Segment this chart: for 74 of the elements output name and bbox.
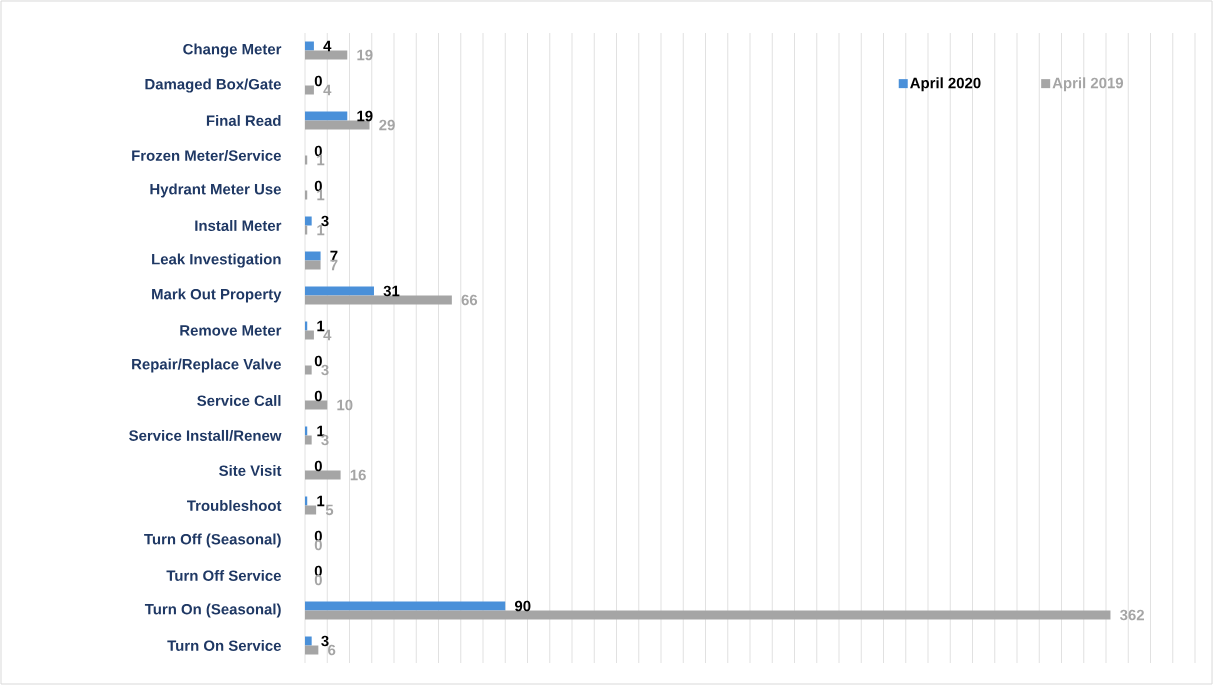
y-tick-label: Turn On (Seasonal) — [144, 603, 281, 618]
bar — [305, 426, 308, 436]
bar — [305, 155, 308, 165]
data-label: 19 — [357, 49, 373, 61]
data-label: 362 — [1120, 609, 1144, 621]
bar — [305, 85, 314, 95]
legend-label: April 2020 — [910, 77, 981, 92]
data-label: 66 — [461, 294, 478, 306]
bar — [305, 216, 312, 226]
data-label: 4 — [323, 329, 332, 341]
bar — [305, 260, 321, 270]
bar — [305, 225, 308, 235]
y-tick-label: Leak Investigation — [152, 253, 281, 268]
data-label: 19 — [357, 110, 373, 122]
y-tick-label: Change Meter — [183, 43, 282, 58]
data-label: 1 — [317, 189, 325, 201]
data-label: 6 — [328, 644, 336, 656]
data-label: 3 — [321, 364, 329, 376]
data-label: 0 — [314, 539, 322, 551]
bar — [305, 365, 312, 375]
data-label: 1 — [317, 495, 325, 507]
data-label: 16 — [350, 469, 366, 481]
bar — [305, 120, 370, 130]
data-label: 0 — [314, 145, 322, 157]
bar — [305, 505, 317, 515]
y-tick-label: Frozen Meter/Service — [132, 149, 281, 162]
bar — [305, 610, 1111, 620]
data-label: 10 — [337, 399, 353, 411]
data-label: 4 — [323, 40, 332, 52]
data-label: 1 — [317, 154, 325, 166]
data-label: 31 — [383, 285, 400, 297]
y-tick-label: Damaged Box/Gate — [145, 78, 281, 93]
data-label: 90 — [514, 600, 531, 612]
bar — [305, 190, 308, 200]
data-label: 0 — [314, 355, 322, 367]
bar — [305, 41, 314, 51]
data-label: 0 — [314, 75, 322, 87]
data-label: 0 — [314, 180, 322, 192]
bar — [305, 496, 308, 506]
data-label: 0 — [314, 390, 322, 402]
data-label: 3 — [321, 635, 329, 647]
y-tick-label: Turn Off Service — [166, 570, 281, 581]
data-label: 29 — [379, 119, 395, 131]
y-tick-label: Final Read — [206, 115, 281, 126]
y-tick-label: Troubleshoot — [187, 500, 282, 511]
bar — [305, 645, 319, 655]
y-tick-label: Hydrant Meter Use — [150, 183, 281, 198]
y-tick-label: Service Install/Renew — [129, 429, 282, 442]
bar — [305, 50, 348, 60]
y-tick-label: Install Meter — [195, 220, 282, 231]
data-label: 4 — [323, 84, 332, 96]
data-label: 5 — [325, 504, 334, 516]
bar — [305, 111, 348, 121]
y-tick-label: Turn On Service — [167, 640, 281, 651]
data-label: 1 — [317, 320, 325, 332]
bar — [305, 470, 341, 480]
data-label: 0 — [314, 574, 322, 586]
y-tick-label: Service Call — [197, 395, 281, 406]
data-label: 0 — [314, 460, 322, 472]
bar — [305, 330, 314, 340]
bar — [305, 321, 308, 331]
y-tick-label: Repair/Replace Valve — [132, 358, 281, 373]
bar — [305, 251, 321, 261]
y-tick-label: Turn Off (Seasonal) — [144, 533, 281, 548]
y-tick-label: Site Visit — [219, 465, 282, 476]
legend-label: April 2019 — [1052, 77, 1124, 92]
bar — [305, 601, 506, 611]
bar — [305, 435, 312, 445]
bar — [305, 295, 452, 305]
bar — [305, 636, 312, 646]
y-tick-label: Remove Meter — [180, 325, 282, 336]
bar — [305, 400, 328, 410]
bar — [305, 286, 374, 296]
y-tick-label: Mark Out Property — [152, 288, 282, 303]
